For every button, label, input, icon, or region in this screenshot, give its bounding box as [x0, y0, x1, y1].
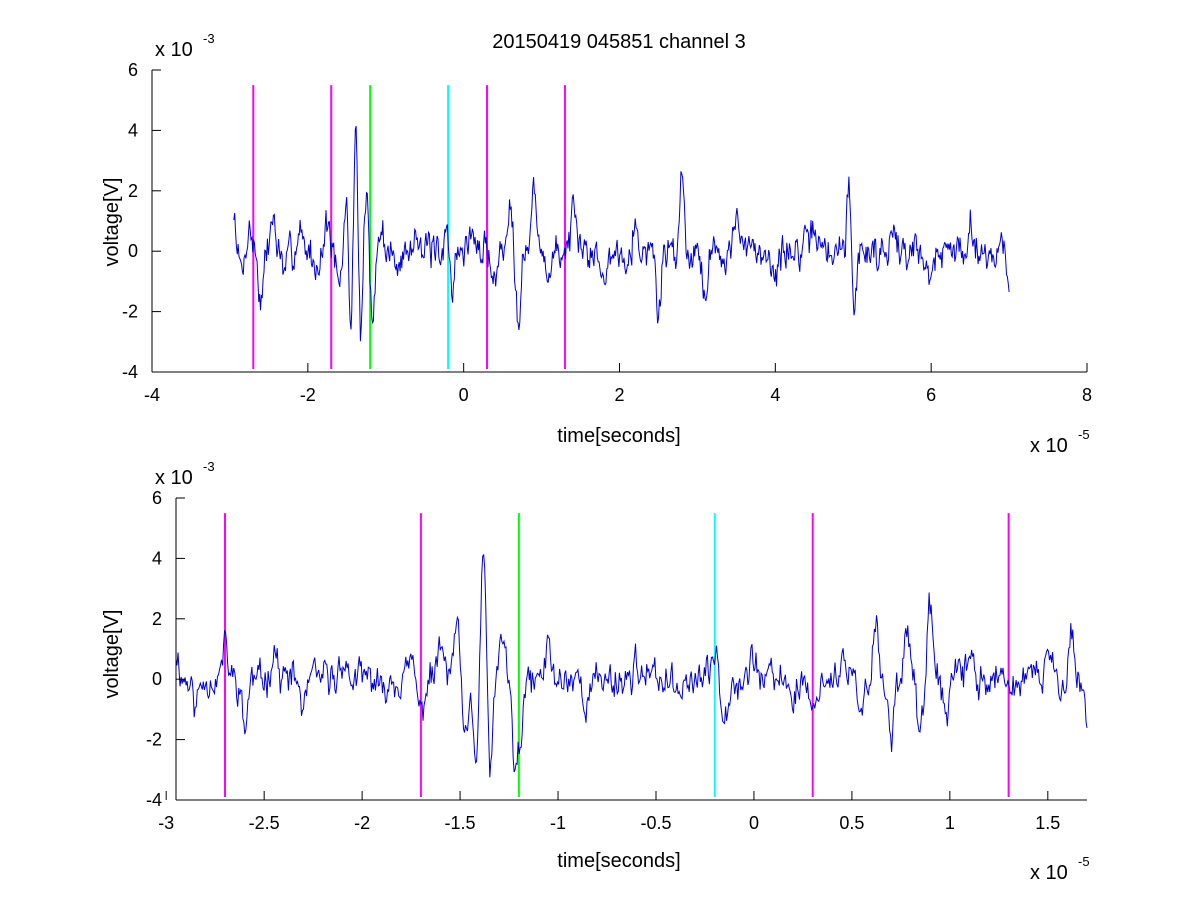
x-axis-label: time[seconds]	[557, 425, 680, 447]
x-tick-label: 1.5	[1035, 813, 1060, 833]
x-tick-label: -2	[300, 385, 316, 405]
x-tick-label: -0.5	[640, 813, 671, 833]
y-exponent-power: -3	[203, 459, 215, 474]
x-exponent: x 10 -5	[1030, 427, 1090, 457]
y-tick-label: 2	[128, 181, 138, 201]
x-tick-label: 0	[459, 385, 469, 405]
x-tick-labels: -4 -2 0 2 4 6 8	[144, 385, 1092, 405]
x-tick-label: -4	[144, 385, 160, 405]
x-tick-label: -3	[158, 813, 174, 833]
y-tick-label: 6	[152, 488, 162, 508]
signal-line	[233, 125, 1010, 342]
x-tick-label: 0	[749, 813, 759, 833]
y-exponent: x 10 -3	[155, 31, 215, 61]
figure-title: 20150419 045851 channel 3	[492, 31, 746, 53]
x-exponent: x 10 -5	[1030, 854, 1090, 884]
y-axis-label: voltage[V]	[101, 178, 123, 267]
x-tick-label: -1	[550, 813, 566, 833]
x-tick-label: -2.5	[249, 813, 280, 833]
event-markers	[223, 513, 1010, 797]
axes	[151, 69, 1088, 373]
x-axis-label: time[seconds]	[557, 850, 680, 872]
axes	[165, 497, 1087, 801]
y-axis-label: voltage[V]	[101, 610, 123, 699]
y-exponent-base: x 10	[155, 39, 193, 61]
x-exponent-power: -5	[1078, 854, 1090, 869]
x-tick-label: -1.5	[445, 813, 476, 833]
x-tick-label: 1	[945, 813, 955, 833]
y-tick-label: -4	[146, 790, 162, 810]
x-tick-label: 4	[770, 385, 780, 405]
y-exponent-power: -3	[203, 31, 215, 46]
y-tick-label: 2	[152, 609, 162, 629]
x-tick-labels: -3 -2.5 -2 -1.5 -1 -0.5 0 0.5 1 1.5	[158, 813, 1060, 833]
y-tick-labels: -4 -2 0 2 4 6	[146, 488, 162, 810]
y-tick-label: 0	[128, 241, 138, 261]
y-tick-label: -2	[122, 302, 138, 322]
x-exponent-base: x 10	[1030, 435, 1068, 457]
subplot-zoom: -3 -2.5 -2 -1.5 -1 -0.5 0 0.5 1 1.5 -4 -2 0 2 4 6 time…	[101, 459, 1090, 884]
event-markers	[252, 85, 566, 369]
y-exponent-base: x 10	[155, 467, 193, 489]
y-tick-label: 6	[128, 60, 138, 80]
subplot-overview: -4 -2 0 2 4 6 8 -4 -2 0 2 4 6 time[seconds] voltage…	[101, 31, 1092, 457]
y-tick-label: 4	[128, 120, 138, 140]
y-tick-label: -2	[146, 730, 162, 750]
x-tick-label: 2	[614, 385, 624, 405]
x-exponent-base: x 10	[1030, 862, 1068, 884]
y-tick-label: 4	[152, 548, 162, 568]
y-tick-label: -4	[122, 362, 138, 382]
x-tick-label: 8	[1082, 385, 1092, 405]
y-tick-label: 0	[152, 669, 162, 689]
y-tick-labels: -4 -2 0 2 4 6	[122, 60, 138, 382]
signal-line	[175, 553, 1088, 778]
x-exponent-power: -5	[1078, 427, 1090, 442]
x-tick-label: 6	[926, 385, 936, 405]
x-tick-label: 0.5	[839, 813, 864, 833]
x-tick-label: -2	[354, 813, 370, 833]
y-exponent: x 10 -3	[155, 459, 215, 489]
